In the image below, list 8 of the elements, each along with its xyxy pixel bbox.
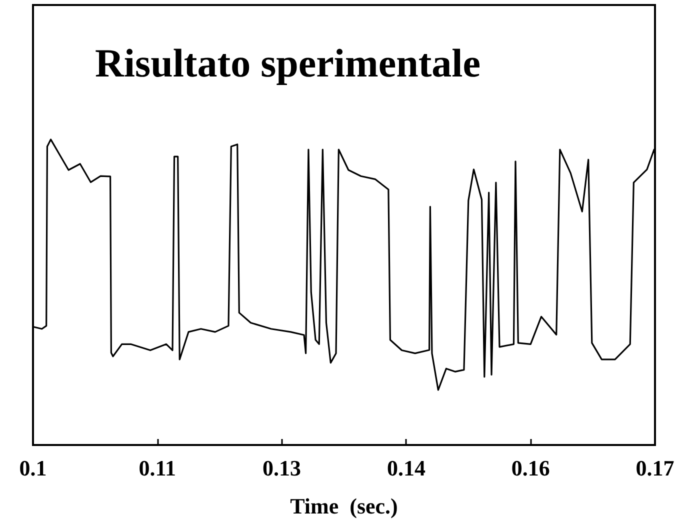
x-tick-label: 0.14 <box>386 456 426 480</box>
x-axis-title: Time (sec.) <box>290 494 398 518</box>
x-tick-label: 0.13 <box>262 456 302 480</box>
x-tick-label: 0.17 <box>636 456 674 480</box>
x-tick-label: 0.16 <box>511 456 550 480</box>
chart-title: Risultato sperimentale <box>95 40 481 86</box>
x-tick-label: 0.1 <box>19 456 47 480</box>
x-tick-label: 0.11 <box>138 456 176 480</box>
